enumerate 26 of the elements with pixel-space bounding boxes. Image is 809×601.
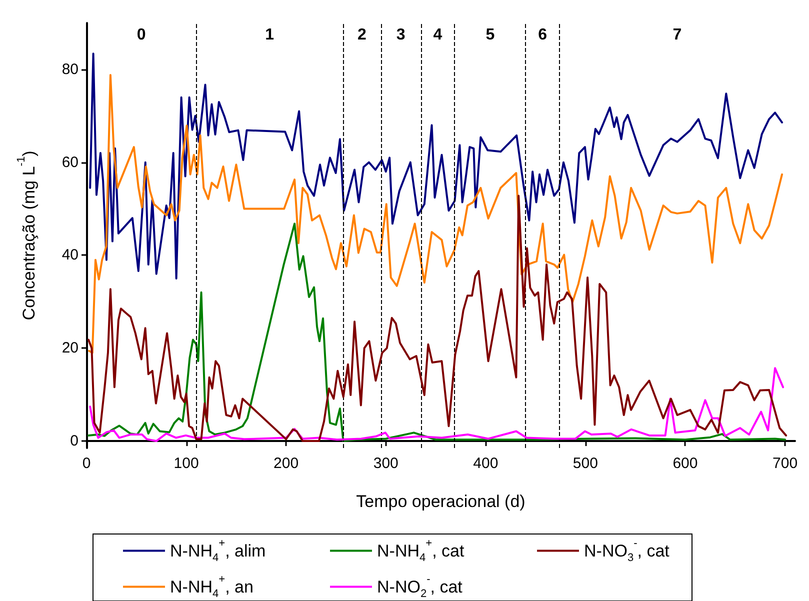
annotation: 3 — [396, 26, 406, 44]
line-series — [88, 74, 784, 354]
y-tick-label: 20 — [62, 340, 78, 357]
annotation: 1 — [265, 26, 274, 44]
y-axis-title: Concentração (mg L-1) — [16, 150, 38, 320]
x-tick-label: 600 — [672, 455, 698, 472]
x-tick-label: 500 — [572, 455, 598, 472]
x-tick-label: 700 — [772, 455, 798, 472]
x-tick-label: 300 — [373, 455, 398, 472]
x-tick-label: 0 — [82, 455, 91, 472]
line-series — [89, 367, 784, 442]
annotation: 0 — [136, 26, 146, 44]
annotation: 6 — [538, 26, 548, 44]
annotation: 5 — [486, 26, 495, 44]
annotation: 4 — [433, 26, 442, 44]
y-tick-label: 0 — [70, 432, 78, 450]
line-series — [89, 52, 784, 280]
y-tick-label: 80 — [62, 60, 78, 78]
x-tick-label: 100 — [174, 455, 199, 472]
annotation: 2 — [357, 26, 366, 44]
annotation: 7 — [672, 26, 682, 44]
y-tick-label: 60 — [62, 154, 78, 171]
x-tick-label: 400 — [473, 455, 498, 472]
y-tick-label: 40 — [62, 246, 78, 264]
x-axis-title: Tempo operacional (d) — [356, 492, 526, 511]
x-tick-label: 200 — [274, 455, 299, 472]
